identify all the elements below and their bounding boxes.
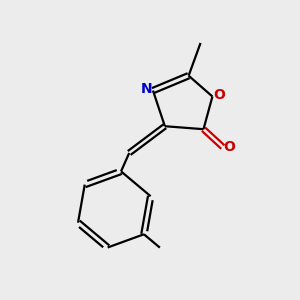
- Text: N: N: [141, 82, 152, 96]
- Text: O: O: [224, 140, 235, 154]
- Text: O: O: [213, 88, 225, 102]
